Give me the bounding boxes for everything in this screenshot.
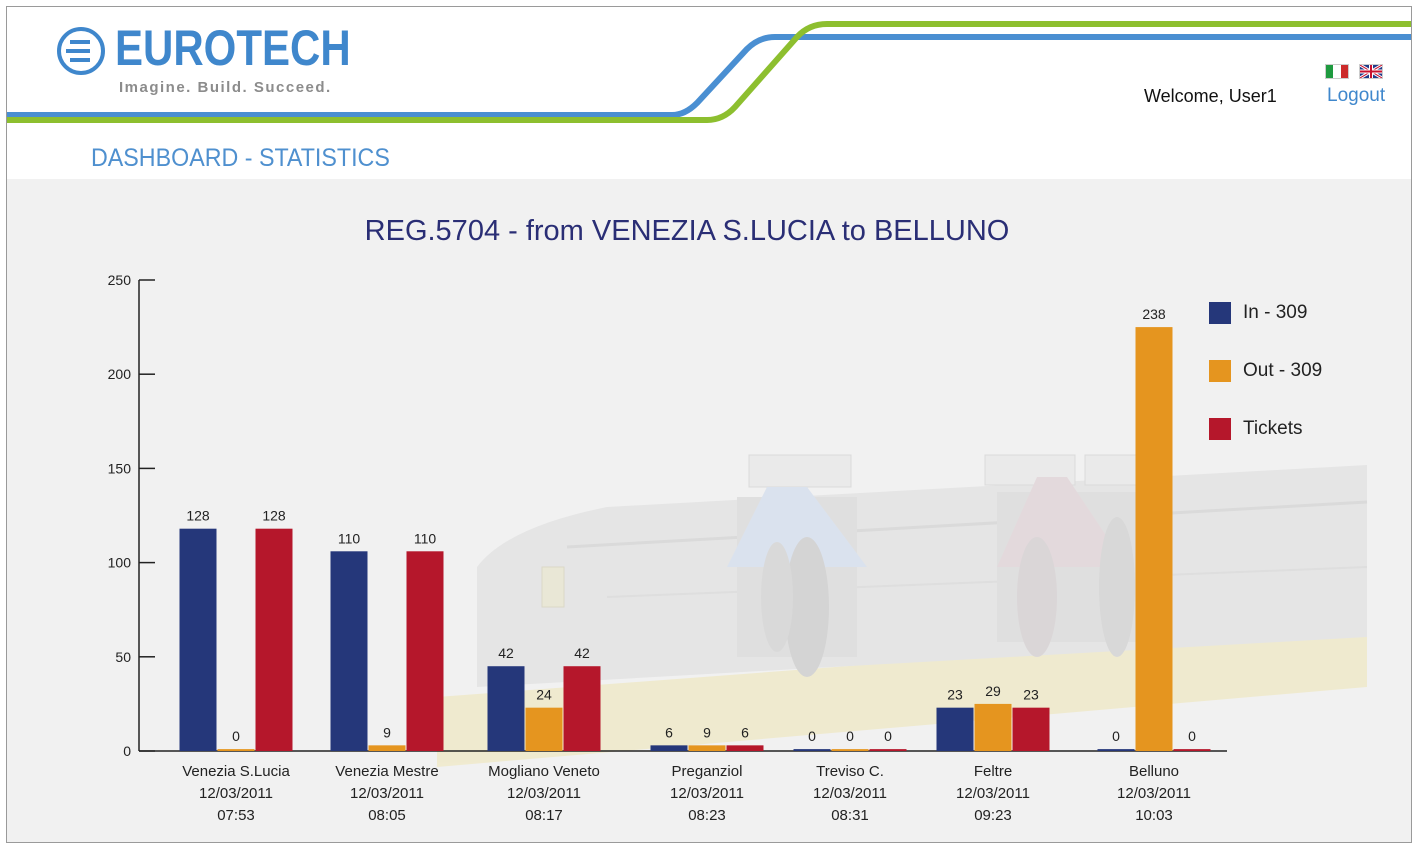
y-tick-label: 200 xyxy=(108,366,132,382)
bar xyxy=(688,745,726,751)
x-tick-label: 08:17 xyxy=(525,807,563,824)
legend-swatch-in xyxy=(1209,302,1231,324)
bar-value-label: 128 xyxy=(186,508,210,524)
x-tick-label: 08:23 xyxy=(688,807,726,824)
legend-item-out: Out - 309 xyxy=(1209,359,1322,383)
y-tick-label: 100 xyxy=(108,555,132,571)
bar-value-label: 0 xyxy=(1188,728,1196,744)
bar-value-label: 0 xyxy=(232,728,240,744)
bar xyxy=(793,749,831,751)
bar-value-label: 9 xyxy=(703,724,711,740)
bar-value-label: 128 xyxy=(262,508,286,524)
chart-title: REG.5704 - from VENEZIA S.LUCIA to BELLU… xyxy=(364,215,1010,247)
bar xyxy=(1097,749,1135,751)
bar xyxy=(525,707,563,751)
bar-value-label: 238 xyxy=(1142,306,1166,322)
bar-value-label: 0 xyxy=(884,728,892,744)
bar-value-label: 110 xyxy=(338,530,361,546)
bar-value-label: 0 xyxy=(846,728,854,744)
x-tick-label: 07:53 xyxy=(217,807,255,824)
bar-value-label: 0 xyxy=(1112,728,1120,744)
legend-swatch-tickets xyxy=(1209,418,1231,440)
x-tick-label: Mogliano Veneto xyxy=(488,763,600,780)
bar-value-label: 0 xyxy=(808,728,816,744)
page-title: DASHBOARD - STATISTICS xyxy=(91,144,390,172)
x-tick-label: 09:23 xyxy=(974,807,1012,824)
italian-flag-icon[interactable] xyxy=(1325,64,1349,79)
bar-value-label: 42 xyxy=(574,645,590,661)
logo-name: EUROTECH xyxy=(115,20,351,76)
x-tick-label: Venezia S.Lucia xyxy=(182,763,290,780)
y-tick-label: 250 xyxy=(108,272,132,288)
bar xyxy=(936,707,974,751)
x-tick-label: 12/03/2011 xyxy=(199,785,273,802)
legend-item-in: In - 309 xyxy=(1209,301,1307,325)
y-tick-label: 0 xyxy=(123,743,131,759)
bar-value-label: 24 xyxy=(536,687,552,703)
legend-label-in: In - 309 xyxy=(1243,302,1308,323)
bar xyxy=(368,745,406,751)
y-tick-label: 50 xyxy=(115,649,131,665)
language-selector xyxy=(1325,62,1389,79)
chart-plot: 0 50 100 150 200 250 128 0 128 Venezia S.Lucia 12/… xyxy=(108,272,1227,824)
eurotech-mark-icon xyxy=(57,27,105,75)
x-tick-label: 08:05 xyxy=(368,807,406,824)
x-tick-label: 12/03/2011 xyxy=(350,785,424,802)
bar xyxy=(179,528,217,751)
legend-swatch-out xyxy=(1209,360,1231,382)
bar xyxy=(650,745,688,751)
welcome-text: Welcome, User1 xyxy=(1144,86,1277,106)
bar xyxy=(330,551,368,751)
x-tick-label: 12/03/2011 xyxy=(1117,785,1191,802)
app-frame: EUROTECH Imagine. Build. Succeed. Welcom… xyxy=(6,6,1412,843)
bar xyxy=(255,528,293,751)
bar-value-label: 23 xyxy=(947,687,963,703)
bar xyxy=(406,551,444,751)
y-tick-label: 150 xyxy=(108,460,132,476)
bar-value-label: 9 xyxy=(383,724,391,740)
x-tick-label: 08:31 xyxy=(831,807,869,824)
bar xyxy=(869,749,907,751)
x-tick-label: Venezia Mestre xyxy=(335,763,438,780)
x-tick-label: 10:03 xyxy=(1135,807,1173,824)
bar-value-label: 29 xyxy=(985,683,1001,699)
bar xyxy=(1135,327,1173,751)
bar xyxy=(726,745,764,751)
x-tick-label: 12/03/2011 xyxy=(670,785,744,802)
bar xyxy=(563,666,601,751)
x-tick-label: Preganziol xyxy=(672,763,743,780)
legend-item-tickets: Tickets xyxy=(1209,417,1302,441)
x-tick-label: Treviso C. xyxy=(816,763,884,780)
bar xyxy=(1012,707,1050,751)
x-tick-label: Belluno xyxy=(1129,763,1179,780)
bar-value-label: 23 xyxy=(1023,687,1039,703)
eurotech-logo[interactable]: EUROTECH Imagine. Build. Succeed. xyxy=(55,20,375,103)
bar xyxy=(487,666,525,751)
bar-value-label: 110 xyxy=(414,530,437,546)
chart-legend: In - 309 Out - 309 Tickets xyxy=(1209,301,1389,451)
bar-value-label: 6 xyxy=(741,724,749,740)
legend-label-out: Out - 309 xyxy=(1243,360,1323,381)
header: EUROTECH Imagine. Build. Succeed. Welcom… xyxy=(7,7,1411,179)
bar-value-label: 42 xyxy=(498,645,514,661)
legend-label-tickets: Tickets xyxy=(1243,418,1303,439)
bar xyxy=(974,703,1012,751)
logo-tagline: Imagine. Build. Succeed. xyxy=(119,79,332,96)
bar xyxy=(1173,749,1211,751)
bar-chart: 0 50 100 150 200 250 128 0 128 Venezia S.Lucia 12/… xyxy=(108,272,1368,824)
logout-link[interactable]: Logout xyxy=(1327,85,1386,106)
x-tick-label: 12/03/2011 xyxy=(507,785,581,802)
x-tick-label: Feltre xyxy=(974,763,1012,780)
bar xyxy=(217,749,255,751)
uk-flag-icon[interactable] xyxy=(1359,64,1383,79)
bar xyxy=(831,749,869,751)
bar-value-label: 6 xyxy=(665,724,673,740)
header-decoration-lines xyxy=(7,21,1411,123)
x-tick-label: 12/03/2011 xyxy=(956,785,1030,802)
x-tick-label: 12/03/2011 xyxy=(813,785,887,802)
